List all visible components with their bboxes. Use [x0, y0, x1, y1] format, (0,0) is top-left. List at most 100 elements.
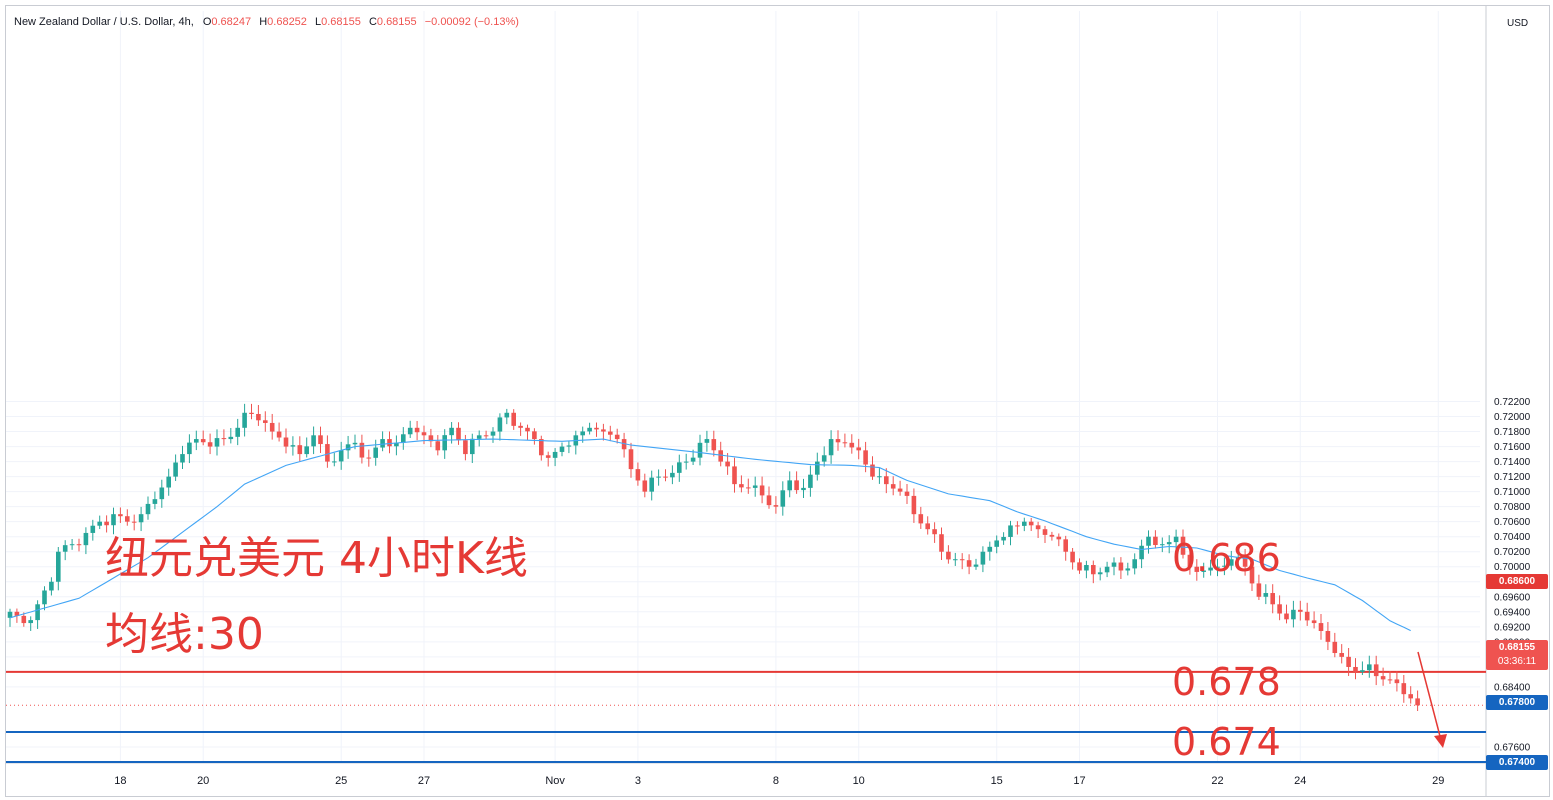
candle — [1008, 520, 1013, 546]
candle — [953, 552, 958, 566]
candle — [621, 432, 627, 458]
x-tick-label: 22 — [1211, 775, 1223, 787]
candle-body — [476, 435, 482, 439]
candle-body — [380, 439, 385, 448]
candle-body — [14, 611, 20, 616]
candle-body — [228, 436, 234, 440]
candle-body — [1304, 611, 1310, 621]
candle-body — [1373, 664, 1379, 677]
bar-countdown: 03:36:11 — [1497, 656, 1537, 667]
candle — [256, 404, 261, 426]
candle — [587, 422, 592, 435]
candle-body — [401, 434, 406, 443]
symbol-legend: New Zealand Dollar / U.S. Dollar, 4h, O0… — [14, 16, 524, 28]
candle-body — [256, 413, 261, 421]
candle — [925, 516, 930, 535]
candle-body — [504, 412, 510, 418]
candle — [1111, 557, 1117, 576]
y-tick-label: 0.71800 — [1494, 427, 1531, 438]
candle — [1049, 531, 1055, 541]
candle-body — [587, 427, 592, 432]
candle — [649, 470, 654, 501]
candle — [7, 608, 13, 627]
candle-body — [1097, 572, 1103, 575]
candle — [601, 423, 606, 441]
candle — [1408, 686, 1413, 704]
candle — [677, 454, 682, 482]
candle — [545, 451, 551, 467]
candle-body — [1318, 623, 1324, 631]
candle-body — [1346, 656, 1351, 667]
candle-body — [621, 439, 627, 450]
candle-body — [221, 438, 227, 440]
candle-body — [394, 442, 399, 447]
change-value: −0.00092 (−0.13%) — [424, 16, 519, 28]
candle-body — [1291, 609, 1296, 620]
candle-body — [911, 495, 917, 515]
candle — [476, 430, 482, 447]
high-value: 0.68252 — [267, 16, 307, 28]
x-tick-label: 8 — [773, 775, 779, 787]
candle-body — [1139, 545, 1144, 560]
candle-body — [428, 435, 434, 442]
candle — [497, 413, 503, 441]
candle — [373, 439, 378, 466]
candle — [1160, 537, 1165, 553]
candle — [76, 538, 82, 552]
candle — [849, 434, 855, 454]
candle-body — [994, 540, 999, 547]
candle — [766, 486, 772, 509]
candle-body — [766, 495, 772, 506]
candle — [421, 425, 427, 445]
candle-body — [1091, 565, 1096, 575]
x-tick-label: 20 — [197, 775, 209, 787]
candle — [842, 433, 848, 448]
candle — [718, 441, 723, 467]
candle — [683, 453, 689, 470]
candle — [670, 465, 675, 485]
candle-body — [1035, 525, 1041, 530]
candle — [1367, 655, 1372, 678]
currency-label: USD — [1507, 18, 1529, 29]
candle-body — [1118, 562, 1124, 571]
candle — [1311, 611, 1317, 629]
candle-body — [1187, 554, 1193, 567]
candle-body — [470, 438, 475, 455]
candle — [435, 435, 441, 456]
candle-body — [1056, 536, 1062, 540]
candle-body — [83, 532, 89, 546]
candle-body — [718, 450, 723, 462]
y-tick-label: 0.70000 — [1494, 562, 1531, 573]
candle — [166, 468, 171, 496]
candle — [180, 445, 185, 470]
y-tick-label: 0.71400 — [1494, 457, 1531, 468]
candle — [304, 437, 309, 458]
candle-body — [649, 477, 654, 492]
candle — [780, 481, 786, 516]
candle-body — [663, 476, 668, 478]
y-tick-label: 0.71600 — [1494, 442, 1531, 453]
candle — [152, 491, 158, 510]
grid — [6, 6, 1487, 796]
candle — [1304, 602, 1310, 626]
candle — [1298, 600, 1303, 621]
candle — [1284, 604, 1289, 624]
candle-body — [442, 435, 447, 451]
candle — [1325, 622, 1331, 651]
candle — [1415, 690, 1420, 712]
candle-body — [808, 474, 813, 488]
candle-body — [821, 455, 827, 462]
candle — [118, 507, 123, 523]
x-tick-label: 3 — [635, 775, 641, 787]
candle — [200, 430, 206, 446]
candle-body — [518, 425, 523, 428]
candle — [470, 433, 475, 464]
candle — [131, 514, 137, 531]
candle — [380, 431, 385, 452]
candle-body — [904, 491, 910, 496]
candle-body — [525, 427, 530, 432]
candle-body — [1111, 562, 1117, 567]
candle-body — [953, 559, 958, 561]
candle — [269, 413, 275, 440]
